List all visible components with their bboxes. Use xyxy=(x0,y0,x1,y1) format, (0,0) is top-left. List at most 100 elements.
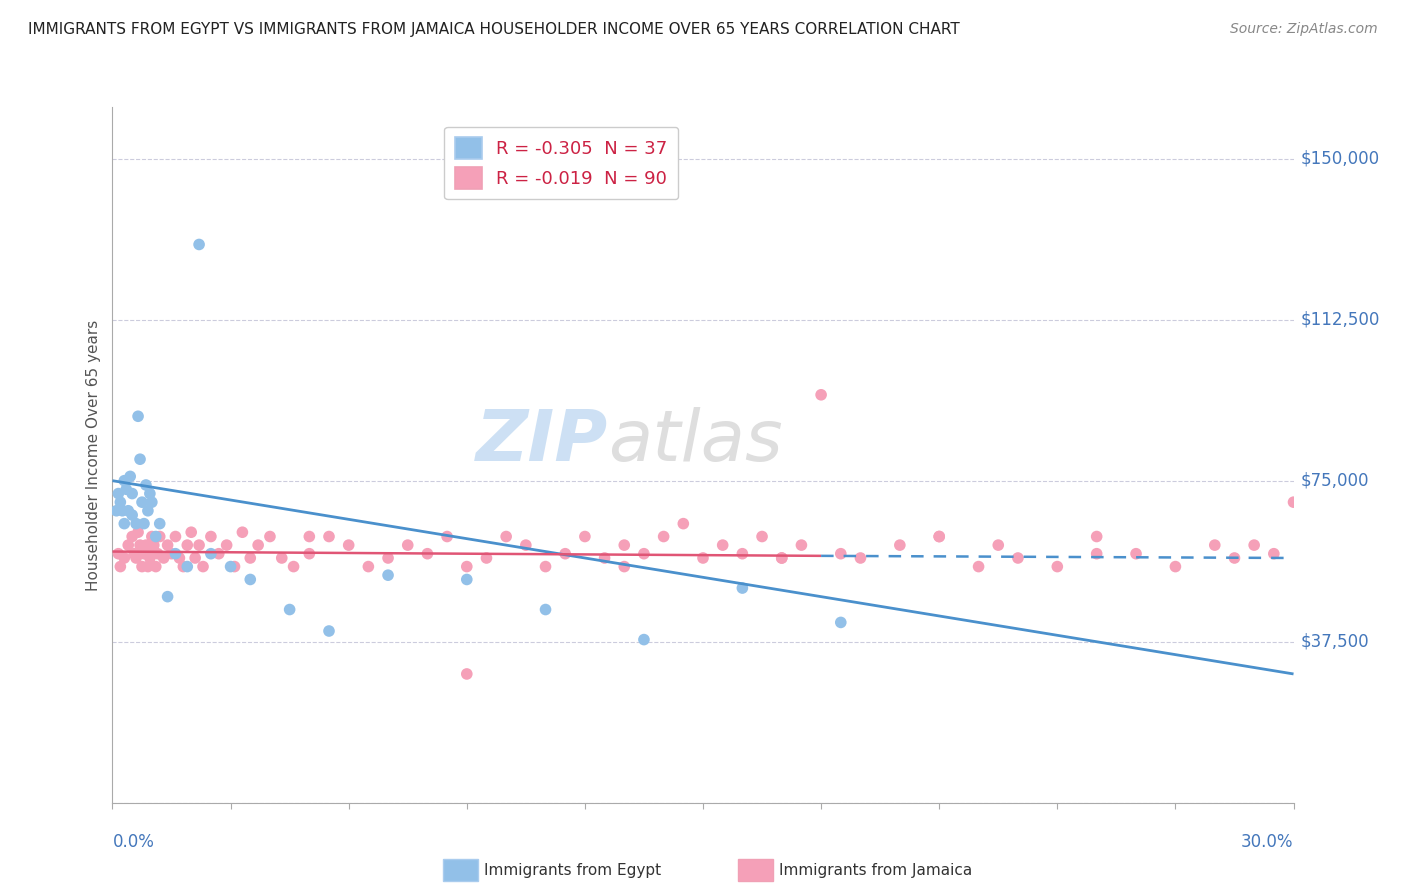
Point xyxy=(613,538,636,552)
Text: $112,500: $112,500 xyxy=(1301,310,1379,328)
Point xyxy=(731,581,754,595)
Point xyxy=(751,529,773,543)
Point xyxy=(132,516,155,531)
Point xyxy=(1243,538,1265,552)
Point xyxy=(121,529,143,543)
Point xyxy=(131,495,153,509)
Text: atlas: atlas xyxy=(609,407,783,475)
Point xyxy=(139,551,162,566)
Point xyxy=(1223,551,1246,566)
Point xyxy=(593,551,616,566)
Point xyxy=(146,547,169,561)
Point xyxy=(298,529,321,543)
Point xyxy=(122,547,145,561)
Point xyxy=(770,551,793,566)
Point xyxy=(139,486,162,500)
Point xyxy=(928,529,950,543)
Point xyxy=(672,516,695,531)
Point xyxy=(534,602,557,616)
Point xyxy=(191,559,214,574)
Point xyxy=(188,237,211,252)
Point xyxy=(633,547,655,561)
Text: IMMIGRANTS FROM EGYPT VS IMMIGRANTS FROM JAMAICA HOUSEHOLDER INCOME OVER 65 YEAR: IMMIGRANTS FROM EGYPT VS IMMIGRANTS FROM… xyxy=(28,22,960,37)
Point xyxy=(160,547,183,561)
Point xyxy=(357,559,380,574)
Point xyxy=(318,529,340,543)
Text: $75,000: $75,000 xyxy=(1301,472,1369,490)
Legend: R = -0.305  N = 37, R = -0.019  N = 90: R = -0.305 N = 37, R = -0.019 N = 90 xyxy=(444,127,679,200)
Point xyxy=(129,452,152,467)
Point xyxy=(283,559,305,574)
Point xyxy=(117,538,139,552)
Point xyxy=(152,551,174,566)
Point xyxy=(1204,538,1226,552)
Point xyxy=(110,559,132,574)
Point xyxy=(337,538,360,552)
Point xyxy=(107,486,129,500)
Point xyxy=(145,559,167,574)
Point xyxy=(416,547,439,561)
Point xyxy=(652,529,675,543)
Point xyxy=(396,538,419,552)
Point xyxy=(436,529,458,543)
Point xyxy=(141,529,163,543)
Point xyxy=(1007,551,1029,566)
Point xyxy=(633,632,655,647)
Point xyxy=(1046,559,1069,574)
Point xyxy=(121,508,143,522)
Point xyxy=(200,547,222,561)
Point xyxy=(554,547,576,561)
Point xyxy=(215,538,238,552)
Point xyxy=(184,551,207,566)
Point xyxy=(208,547,231,561)
Point xyxy=(534,559,557,574)
Text: Immigrants from Jamaica: Immigrants from Jamaica xyxy=(779,863,972,878)
Point xyxy=(127,525,149,540)
Point xyxy=(231,525,253,540)
Point xyxy=(149,529,172,543)
Point xyxy=(1085,529,1108,543)
Point xyxy=(132,547,155,561)
Point xyxy=(156,538,179,552)
Point xyxy=(731,547,754,561)
Point xyxy=(141,547,163,561)
Point xyxy=(129,538,152,552)
Point xyxy=(145,529,167,543)
Point xyxy=(180,525,202,540)
Point xyxy=(456,573,478,587)
Point xyxy=(928,529,950,543)
Point xyxy=(810,388,832,402)
Point xyxy=(770,551,793,566)
Point xyxy=(889,538,911,552)
Point xyxy=(188,538,211,552)
Text: ZIP: ZIP xyxy=(477,407,609,475)
Point xyxy=(377,551,399,566)
Point xyxy=(1282,495,1305,509)
Point xyxy=(1125,547,1147,561)
Point xyxy=(105,504,128,518)
Point xyxy=(495,529,517,543)
Text: $150,000: $150,000 xyxy=(1301,150,1379,168)
Point xyxy=(165,547,187,561)
Point xyxy=(165,529,187,543)
Point xyxy=(112,551,135,566)
Point xyxy=(318,624,340,638)
Point xyxy=(135,478,157,492)
Point xyxy=(239,573,262,587)
Point xyxy=(830,615,852,630)
Point xyxy=(136,504,159,518)
Point xyxy=(475,551,498,566)
Point xyxy=(112,516,135,531)
Point xyxy=(121,486,143,500)
Point xyxy=(278,602,301,616)
Point xyxy=(136,559,159,574)
Point xyxy=(110,495,132,509)
Point xyxy=(127,409,149,424)
Text: $37,500: $37,500 xyxy=(1301,632,1369,651)
Point xyxy=(131,559,153,574)
Point xyxy=(247,538,270,552)
Point xyxy=(1085,547,1108,561)
Point xyxy=(111,504,134,518)
Point xyxy=(117,504,139,518)
Point xyxy=(141,495,163,509)
